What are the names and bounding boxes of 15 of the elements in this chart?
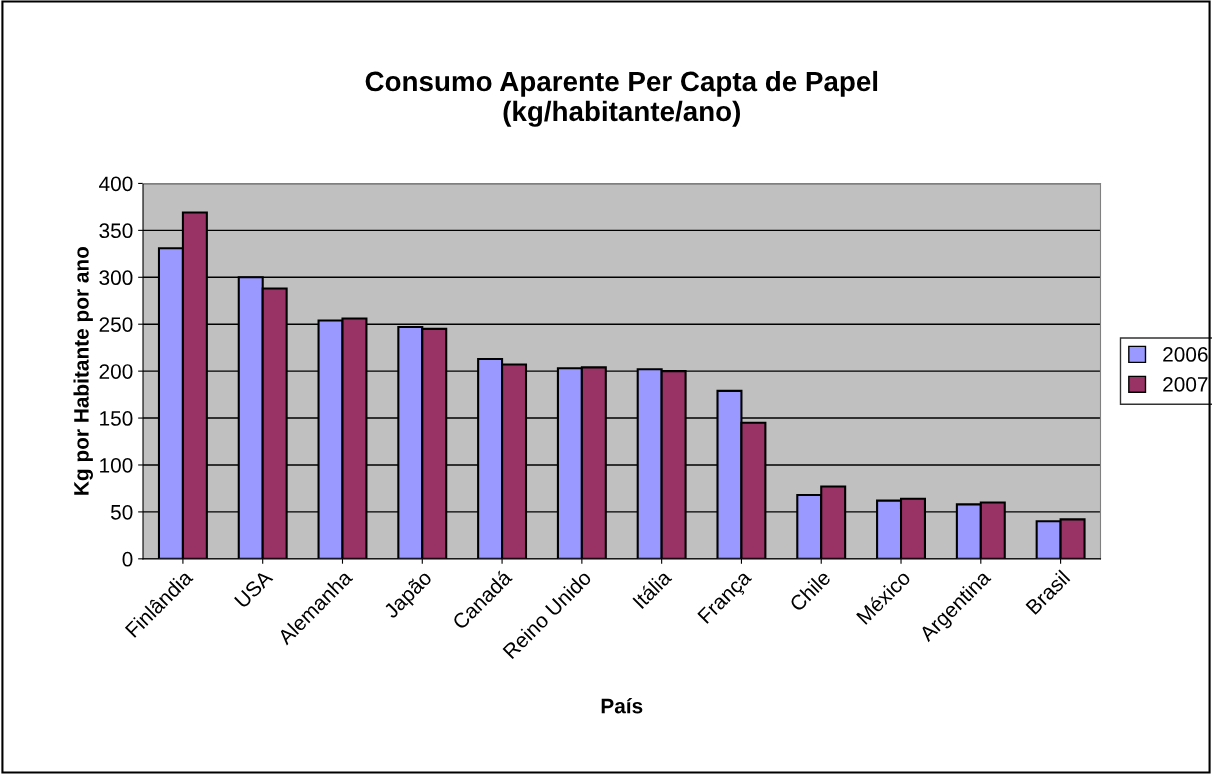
x-tick-label: USA <box>233 568 274 609</box>
y-axis-title: Kg por Habitante por ano <box>73 246 93 495</box>
chart-title: Consumo Aparente Per Capta de Papel (kg/habitante/ano) <box>365 70 878 127</box>
y-tick-label: 200 <box>99 364 133 379</box>
y-tick-label: 150 <box>100 411 133 426</box>
y-tick-label: 250 <box>99 317 133 332</box>
legend-label: 2006 <box>1163 347 1208 362</box>
y-tick-label: 300 <box>99 270 133 286</box>
y-tick-label: 50 <box>110 504 133 520</box>
y-tick-label: 400 <box>99 176 133 192</box>
y-tick-label: 0 <box>122 551 133 567</box>
x-axis-title: País <box>601 697 643 714</box>
legend-label: 2007 <box>1163 377 1208 392</box>
y-tick-label: 350 <box>99 223 133 239</box>
y-tick-label: 100 <box>100 457 133 473</box>
